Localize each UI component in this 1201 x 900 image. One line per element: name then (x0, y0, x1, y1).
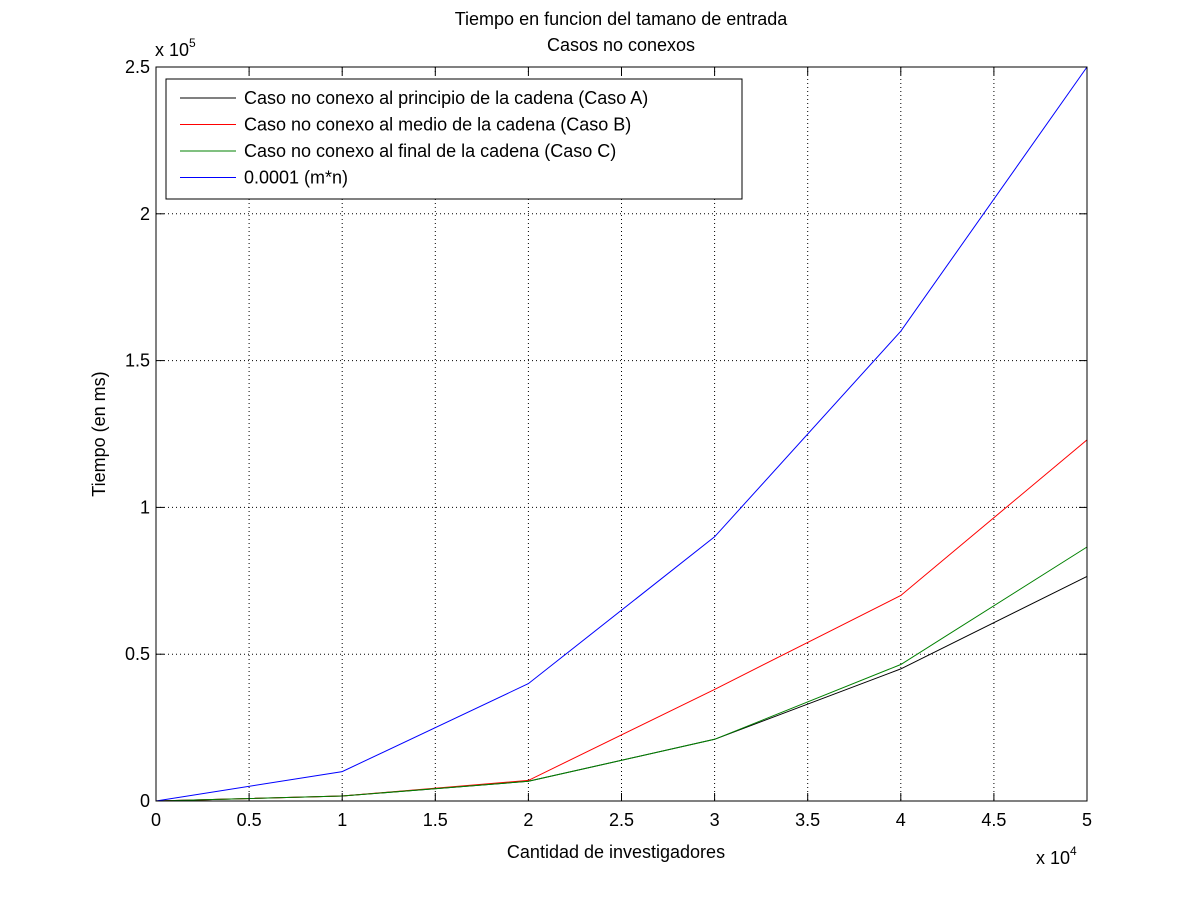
y-tick-label: 2 (140, 204, 150, 224)
y-tick-label: 0.5 (125, 644, 150, 664)
series-line-4 (155, 66, 1088, 802)
legend-label: 0.0001 (m*n) (244, 168, 348, 188)
y-axis-exponent: x 105 (155, 36, 196, 60)
series-lines (155, 66, 1088, 802)
series-line-3 (155, 546, 1088, 802)
x-tick-label: 0 (151, 810, 161, 830)
y-tick-label: 2.5 (125, 57, 150, 77)
x-axis-label: Cantidad de investigadores (507, 842, 725, 862)
x-tick-label: 3 (710, 810, 720, 830)
x-tick-label: 4.5 (981, 810, 1006, 830)
x-tick-label: 4 (896, 810, 906, 830)
y-tick-label: 1 (140, 497, 150, 517)
x-tick-label: 2 (523, 810, 533, 830)
x-axis-exponent: x 104 (1036, 844, 1077, 868)
legend-box (165, 78, 743, 200)
chart-title-line-1: Tiempo en funcion del tamano de entrada (455, 9, 789, 29)
legend-label: Caso no conexo al medio de la cadena (Ca… (244, 115, 631, 135)
x-tick-label: 0.5 (237, 810, 262, 830)
x-tick-label: 1 (337, 810, 347, 830)
x-tick-label: 2.5 (609, 810, 634, 830)
chart-title-line-2: Casos no conexos (547, 35, 695, 55)
legend-label: Caso no conexo al principio de la cadena… (244, 88, 648, 108)
x-tick-label: 5 (1082, 810, 1092, 830)
legend-label: Caso no conexo al final de la cadena (Ca… (244, 141, 616, 161)
x-tick-label: 3.5 (795, 810, 820, 830)
y-tick-label: 1.5 (125, 351, 150, 371)
axis-ticks: 0 0.5 1 1.5 2 2.5 3 3.5 4 4.5 5 0 0.5 1 1.5 2 2.5 (125, 57, 1092, 830)
legend: Caso no conexo al principio de la cadena… (165, 78, 743, 200)
y-axis-label: Tiempo (en ms) (89, 371, 109, 496)
y-tick-label: 0 (140, 791, 150, 811)
x-tick-label: 1.5 (423, 810, 448, 830)
